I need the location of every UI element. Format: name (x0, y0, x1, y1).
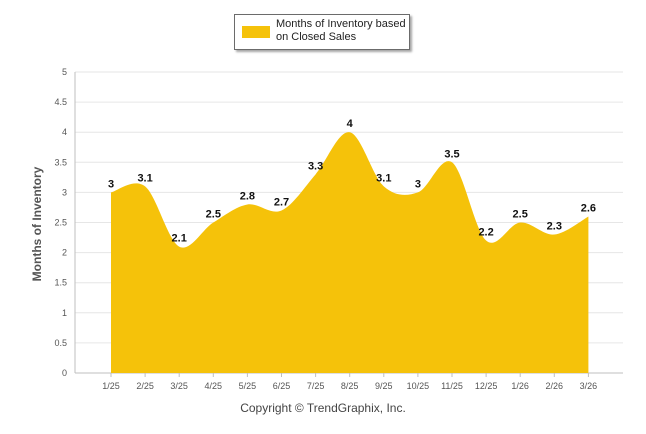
data-label: 3.5 (444, 148, 459, 160)
area-series (111, 132, 589, 373)
y-tick-label: 2 (62, 248, 67, 258)
data-label: 3.1 (137, 172, 152, 184)
y-tick-label: 1 (62, 308, 67, 318)
data-label: 2.5 (513, 209, 528, 221)
legend-swatch (242, 26, 270, 38)
y-tick-label: 1.5 (54, 278, 67, 288)
y-tick-label: 4.5 (54, 97, 67, 107)
x-tick-label: 10/25 (407, 381, 430, 391)
legend-label-line2: on Closed Sales (276, 31, 357, 43)
y-tick-label: 3.5 (54, 157, 67, 167)
x-tick-label: 8/25 (341, 381, 359, 391)
data-label: 2.3 (547, 221, 562, 233)
y-tick-label: 3 (62, 187, 67, 197)
x-tick-label: 6/25 (273, 381, 291, 391)
data-label: 2.6 (581, 202, 596, 214)
data-label: 3.1 (376, 172, 391, 184)
y-tick-label: 4 (62, 127, 67, 137)
data-label: 2.5 (206, 209, 221, 221)
data-label: 4 (347, 118, 354, 130)
data-label: 3 (108, 178, 114, 190)
x-tick-label: 5/25 (239, 381, 257, 391)
x-tick-label: 1/26 (511, 381, 529, 391)
x-tick-label: 3/25 (170, 381, 188, 391)
data-label: 3.3 (308, 160, 323, 172)
y-tick-label: 0.5 (54, 338, 67, 348)
x-tick-label: 2/26 (546, 381, 564, 391)
legend-label: Months of Inventory based on Closed Sale… (276, 18, 408, 44)
x-tick-label: 12/25 (475, 381, 498, 391)
data-label: 2.7 (274, 196, 289, 208)
data-label: 3 (415, 178, 421, 190)
x-tick-label: 3/26 (580, 381, 598, 391)
legend-label-line1: Months of Inventory based (276, 18, 406, 30)
y-axis-label: Months of Inventory (30, 166, 44, 282)
data-label: 2.1 (172, 233, 187, 245)
copyright-text: Copyright © TrendGraphix, Inc. (240, 401, 406, 415)
y-tick-label: 5 (62, 67, 67, 77)
x-tick-label: 9/25 (375, 381, 393, 391)
y-tick-label: 2.5 (54, 218, 67, 228)
x-tick-label: 2/25 (136, 381, 154, 391)
y-tick-label: 0 (62, 368, 67, 378)
data-label: 2.2 (478, 227, 493, 239)
x-tick-label: 1/25 (102, 381, 120, 391)
x-tick-label: 4/25 (205, 381, 223, 391)
chart-legend: Months of Inventory based on Closed Sale… (234, 14, 410, 50)
x-tick-label: 7/25 (307, 381, 325, 391)
data-label: 2.8 (240, 190, 255, 202)
x-tick-label: 11/25 (441, 381, 463, 391)
